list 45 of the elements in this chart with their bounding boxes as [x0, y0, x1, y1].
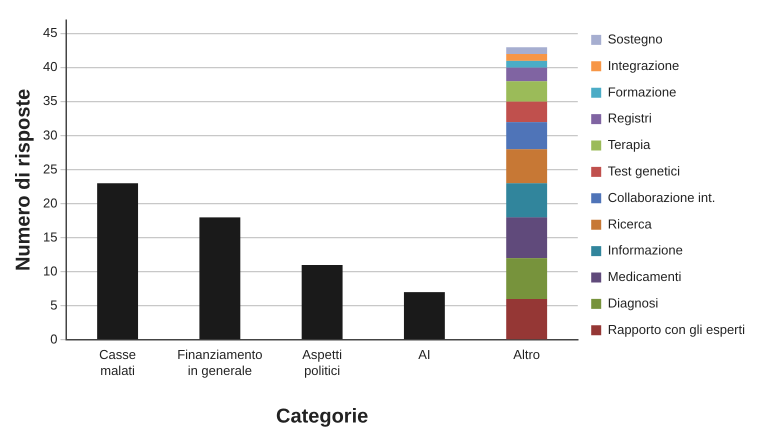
legend-label: Diagnosi [608, 295, 658, 310]
bar [506, 149, 548, 184]
y-tick-label: 10 [42, 263, 58, 278]
bar [506, 217, 548, 258]
bar [506, 47, 548, 54]
y-axis-title: Numero di risposte [12, 88, 35, 272]
legend-label: Terapia [608, 137, 652, 152]
legend-label: Sostegno [608, 31, 663, 46]
bar [506, 122, 548, 150]
legend-label: Registri [608, 110, 652, 126]
legend-label: Test genetici [608, 163, 680, 178]
y-tick-label: 15 [42, 229, 58, 244]
bar [506, 183, 548, 218]
bar [506, 102, 548, 122]
legend-label: Rapporto con gli esperti [608, 322, 746, 337]
bar [506, 258, 548, 299]
bar [506, 68, 548, 82]
y-tick-label: 5 [50, 297, 58, 312]
bar [199, 217, 240, 340]
legend-label: Informazione [608, 242, 683, 258]
x-axis-title: Categorie [276, 406, 368, 428]
bar [302, 264, 343, 340]
legend-label: Integrazione [608, 58, 680, 73]
legend-label: Ricerca [608, 216, 653, 232]
x-tick-label: Aspetti politici [302, 347, 342, 378]
x-tick-label: Casse malati [99, 347, 136, 378]
x-tick-label: Altro [513, 347, 540, 362]
legend-label: Medicamenti [608, 269, 682, 284]
legend-label: Collaborazione int. [608, 190, 716, 205]
y-tick-label: 45 [42, 25, 58, 40]
y-tick-label: 35 [42, 93, 58, 108]
y-tick-label: 20 [42, 195, 58, 210]
bar [506, 81, 548, 102]
y-tick-label: 30 [42, 127, 58, 142]
y-tick-label: 40 [42, 59, 58, 74]
bar [506, 54, 548, 61]
bar [404, 292, 445, 340]
y-tick-label: 25 [42, 161, 58, 176]
x-tick-label: AI [418, 347, 431, 362]
bar [506, 298, 548, 340]
bar [506, 60, 548, 68]
x-tick-label: Finanziamento in generale [177, 347, 263, 378]
bar [97, 183, 138, 340]
legend-label: Formazione [608, 84, 676, 100]
y-tick-label: 0 [50, 331, 58, 346]
